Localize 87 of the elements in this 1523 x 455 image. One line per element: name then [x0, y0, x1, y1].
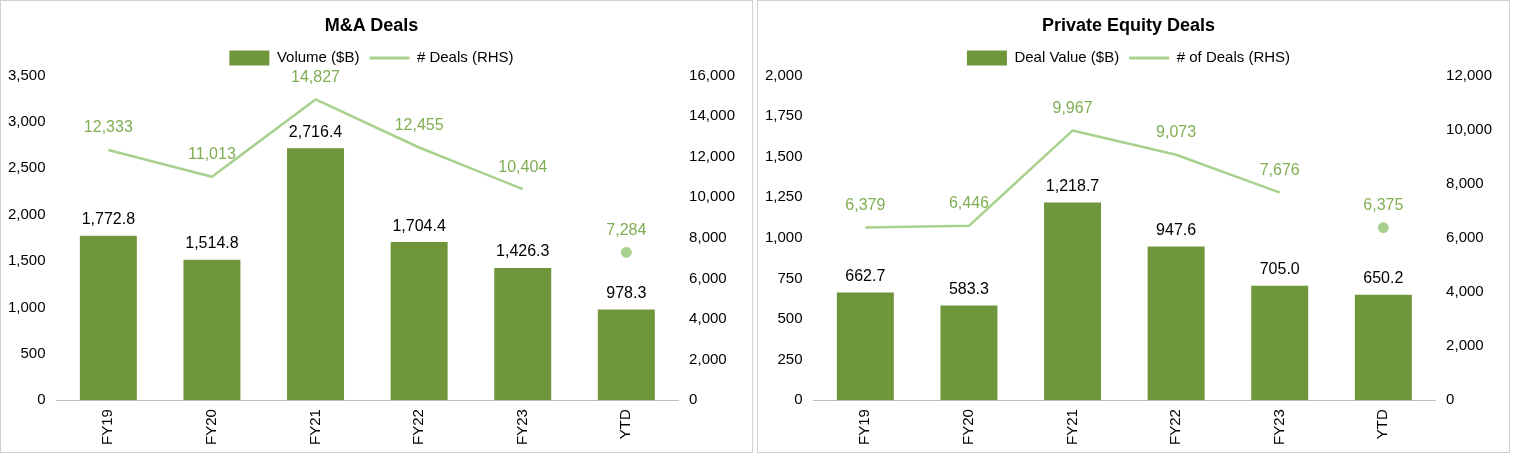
bar — [183, 259, 241, 401]
legend-label: Deal Value ($B) — [1014, 48, 1120, 66]
data-label: 1,426.3 — [496, 242, 550, 260]
x-tick-label: FY23 — [1269, 409, 1287, 446]
legend-label: # Deals (RHS) — [416, 48, 514, 66]
y2-tick-label: 2,000 — [1446, 336, 1484, 354]
y-tick-label: 1,750 — [764, 106, 803, 124]
bar — [1354, 294, 1412, 401]
y-tick-label: 1,250 — [764, 187, 803, 205]
chart-title: Private Equity Deals — [1041, 14, 1216, 35]
y-tick-label: 1,500 — [764, 146, 803, 164]
bar — [1044, 202, 1102, 401]
bar — [390, 242, 448, 401]
x-tick-label: YTD — [1373, 408, 1391, 440]
y-tick-label: 750 — [777, 268, 803, 286]
legend-label: # of Deals (RHS) — [1176, 48, 1291, 66]
x-tick-label: FY20 — [202, 409, 220, 446]
y-tick-label: 3,500 — [7, 65, 46, 83]
x-tick-label: FY20 — [959, 409, 977, 446]
y2-tick-label: 2,000 — [689, 349, 727, 367]
data-label: 6,375 — [1363, 196, 1404, 214]
y2-tick-label: 6,000 — [1446, 228, 1484, 246]
legend-label: Volume ($B) — [276, 48, 360, 66]
y2-tick-label: 0 — [1446, 390, 1455, 408]
data-label: 650.2 — [1363, 269, 1404, 287]
data-label: 583.3 — [948, 279, 990, 297]
data-label: 947.6 — [1156, 220, 1197, 238]
y2-tick-label: 8,000 — [1446, 173, 1484, 191]
y-tick-label: 1,500 — [7, 251, 46, 269]
bar — [940, 305, 998, 401]
data-label: 705.0 — [1259, 260, 1300, 278]
bar — [1147, 246, 1205, 401]
y2-tick-label: 8,000 — [689, 228, 727, 246]
x-tick-label: FY19 — [855, 409, 873, 446]
y-tick-label: 0 — [37, 390, 46, 408]
data-label: 7,676 — [1259, 160, 1300, 178]
bar — [79, 235, 137, 401]
x-tick-label: FY21 — [305, 409, 323, 446]
y-tick-label: 2,500 — [7, 158, 46, 176]
y2-tick-label: 4,000 — [689, 309, 727, 327]
y-tick-label: 2,000 — [7, 204, 46, 222]
bar — [597, 309, 655, 401]
y2-tick-label: 6,000 — [689, 268, 727, 286]
chart-title: M&A Deals — [324, 14, 419, 35]
y2-tick-label: 14,000 — [689, 106, 736, 124]
x-tick-label: YTD — [616, 408, 634, 440]
y-tick-label: 0 — [794, 390, 803, 408]
bar — [836, 292, 894, 401]
y2-tick-label: 12,000 — [1446, 65, 1493, 83]
x-tick-label: FY21 — [1062, 409, 1080, 446]
data-label: 1,772.8 — [81, 210, 136, 228]
data-label: 978.3 — [606, 283, 647, 301]
y-tick-label: 1,000 — [764, 228, 803, 246]
data-label: 1,704.4 — [392, 216, 446, 234]
x-tick-label: FY22 — [1166, 409, 1184, 446]
x-tick-label: FY19 — [98, 409, 116, 446]
x-tick-label: FY22 — [409, 409, 427, 446]
data-label: 14,827 — [291, 67, 341, 85]
data-label: 10,404 — [498, 157, 548, 175]
y-tick-label: 500 — [777, 309, 803, 327]
bar — [1251, 285, 1309, 401]
data-label: 2,716.4 — [288, 122, 343, 140]
y-tick-label: 500 — [20, 343, 46, 361]
y2-tick-label: 16,000 — [689, 65, 736, 83]
y2-tick-label: 4,000 — [1446, 282, 1484, 300]
data-label: 12,333 — [83, 118, 133, 136]
y-tick-label: 250 — [777, 349, 803, 367]
y-tick-label: 1,000 — [7, 297, 46, 315]
x-tick-label: FY23 — [512, 409, 530, 446]
y2-tick-label: 0 — [689, 390, 698, 408]
y2-tick-label: 12,000 — [689, 146, 736, 164]
data-label: 7,284 — [606, 220, 647, 238]
y-tick-label: 2,000 — [764, 65, 803, 83]
bar — [494, 267, 552, 401]
data-label: 12,455 — [394, 115, 444, 133]
data-label: 9,967 — [1052, 98, 1093, 116]
data-label: 6,379 — [845, 196, 886, 214]
data-label: 6,446 — [948, 194, 990, 212]
y-tick-label: 3,000 — [7, 112, 46, 130]
bar — [287, 148, 345, 401]
y2-tick-label: 10,000 — [689, 187, 736, 205]
y2-tick-label: 10,000 — [1446, 119, 1493, 137]
data-label: 1,514.8 — [185, 234, 239, 252]
data-label: 662.7 — [845, 267, 886, 285]
data-label: 1,218.7 — [1045, 176, 1100, 194]
data-label: 11,013 — [188, 145, 236, 163]
data-label: 9,073 — [1156, 123, 1197, 141]
